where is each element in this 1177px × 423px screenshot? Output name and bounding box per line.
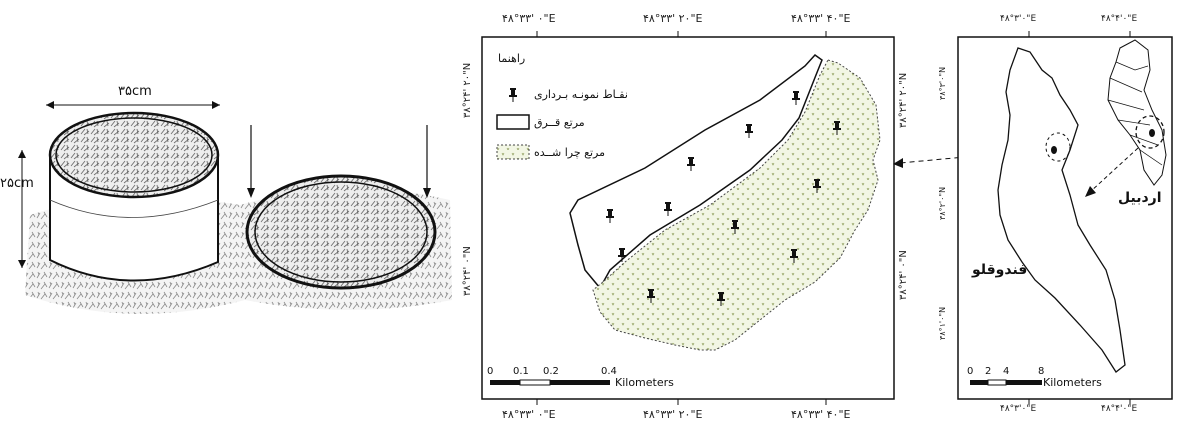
locator-scale-tick-2: 4 <box>1003 366 1010 377</box>
ardabil-label: اردبیل <box>1118 190 1162 206</box>
left-coord-0: ۳۸°۲۴' ۲۰"N <box>462 62 473 118</box>
top-coord-0: ۴۸°۳۳' ۰"E <box>502 12 556 25</box>
ardabil-province <box>1107 39 1167 186</box>
height-label: ۲۵cm <box>0 176 34 191</box>
legend-item-sampling: نقـاط نمونـه بـرداری <box>534 88 628 101</box>
top-coord-2: ۴۸°۳۳' ۴۰"E <box>791 12 851 25</box>
locator-scale-unit: Kilometers <box>1043 376 1102 389</box>
locator-scale-tick-3: 8 <box>1038 366 1045 377</box>
scale-tick-2: 0.2 <box>543 366 559 377</box>
bottom-coord-2: ۴۸°۳۳' ۴۰"E <box>791 408 851 421</box>
fandoghlou-region <box>997 47 1126 373</box>
scale-tick-1: 0.1 <box>513 366 529 377</box>
right-coord-1: ۳۸°۲۴' ۰"N <box>898 250 909 300</box>
locator-top-coord-1: ۴۸°۴'۰"E <box>1101 14 1138 24</box>
grazed-legend-box <box>496 144 530 160</box>
top-coord-1: ۴۸°۳۳' ۲۰"E <box>643 12 703 25</box>
diameter-label: ۳۵cm <box>118 84 152 99</box>
bottom-coord-0: ۴۸°۳۳' ۰"E <box>502 408 556 421</box>
scale-tick-3: 0.4 <box>601 366 617 377</box>
legend-item-exclosure: مرتع قــرق <box>534 116 585 129</box>
scale-tick-0: 0 <box>487 366 494 377</box>
bottom-coord-1: ۴۸°۳۳' ۲۰"E <box>643 408 703 421</box>
locator-bottom-coord-0: ۴۸°۳'۰"E <box>1000 404 1037 414</box>
locator-top-coord-0: ۴۸°۳'۰"E <box>1000 14 1037 24</box>
locator-bottom-coord-1: ۴۸°۴'۰"E <box>1101 404 1138 414</box>
study-area-map: ۴۸°۳۳' ۰"E ۴۸°۳۳' ۲۰"E ۴۸°۳۳' ۴۰"E ۴۸°۳۳… <box>460 0 930 423</box>
legend-item-grazed: مرتع چرا شــده <box>534 146 605 159</box>
locator-left-coord-2: ۳۸°۱'۰"N <box>938 306 947 340</box>
fandoghlou-label: فندوقلو <box>972 262 1028 278</box>
locator-scale-tick-0: 0 <box>967 366 974 377</box>
locator-map: ۴۸°۳'۰"E ۴۸°۴'۰"E ۴۸°۳'۰"E ۴۸°۴'۰"E ۳۸°۳… <box>930 0 1177 423</box>
legend-title: راهنما <box>498 52 526 65</box>
left-coord-1: ۳۸°۲۴' ۰"N <box>462 246 473 296</box>
right-coord-0: ۳۸°۲۴' ۲۰"N <box>898 72 909 128</box>
locator-left-coord-1: ۳۸°۲'۰"N <box>938 186 947 220</box>
scale-unit: Kilometers <box>615 376 674 389</box>
exclosure-legend-box <box>496 114 530 130</box>
quadrat-illustration: ۳۵cm ۲۵cm <box>0 0 460 423</box>
locator-scale-tick-1: 2 <box>985 366 992 377</box>
grazed-area <box>592 59 881 351</box>
locator-left-coord-0: ۳۸°۳'۰"N <box>938 66 947 100</box>
